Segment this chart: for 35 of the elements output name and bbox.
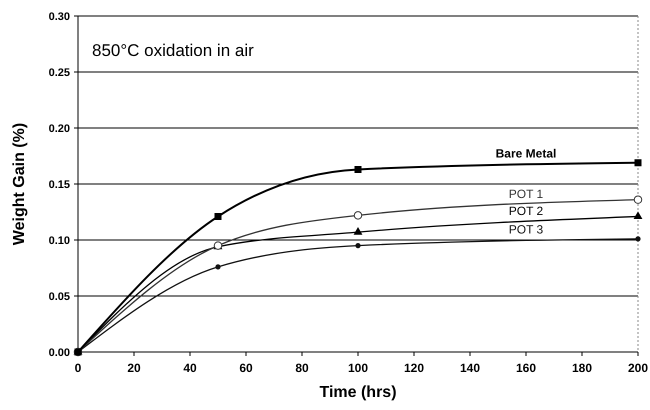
x-tick-label: 60 bbox=[239, 361, 253, 375]
x-tick-label: 80 bbox=[295, 361, 309, 375]
point bbox=[354, 166, 362, 173]
x-tick-label: 140 bbox=[460, 361, 480, 375]
series-label: Bare Metal bbox=[496, 146, 556, 160]
series-label: POT 1 bbox=[508, 186, 544, 201]
y-tick-label: 0.10 bbox=[48, 234, 70, 247]
x-tick-label: 40 bbox=[183, 361, 197, 375]
point bbox=[634, 159, 642, 166]
x-tick-label: 180 bbox=[572, 361, 592, 375]
point bbox=[354, 228, 362, 235]
y-tick-label: 0.20 bbox=[48, 122, 70, 135]
x-tick-label: 120 bbox=[404, 361, 424, 375]
point bbox=[355, 242, 361, 248]
series-label: POT 2 bbox=[508, 204, 544, 218]
series-label: POT 3 bbox=[508, 222, 544, 237]
y-tick-label: 0.30 bbox=[48, 10, 70, 23]
x-tick-label: 160 bbox=[516, 361, 536, 375]
y-tick-label: 0.25 bbox=[48, 66, 70, 79]
point bbox=[354, 211, 362, 220]
point bbox=[215, 264, 221, 270]
y-tick-label: 0.00 bbox=[48, 346, 70, 359]
point bbox=[634, 212, 642, 220]
y-tick-label: 0.05 bbox=[48, 290, 70, 303]
point bbox=[634, 195, 642, 204]
y-axis-title: Weight Gain (%) bbox=[11, 122, 28, 246]
y-tick-label: 0.15 bbox=[48, 178, 70, 191]
x-axis-title: Time (hrs) bbox=[319, 384, 397, 401]
x-tick-label: 100 bbox=[348, 361, 368, 375]
x-tick-label: 200 bbox=[628, 361, 648, 375]
x-tick-label: 0 bbox=[74, 361, 82, 375]
point bbox=[635, 236, 641, 242]
point bbox=[214, 212, 222, 220]
annotation: 850°C oxidation in air bbox=[92, 41, 254, 60]
x-tick-label: 20 bbox=[127, 361, 141, 375]
